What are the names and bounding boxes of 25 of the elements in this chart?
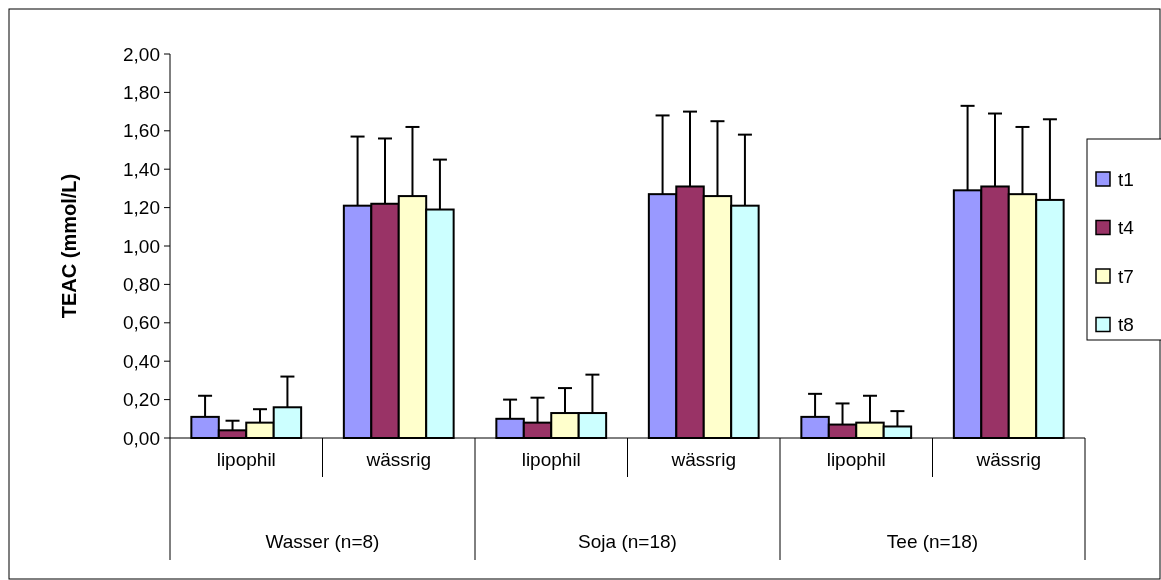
y-tick-label: 0,20: [123, 389, 160, 411]
legend-label: t4: [1118, 217, 1135, 239]
legend-label: t1: [1118, 168, 1134, 190]
x-tick-label: lipophil: [521, 449, 581, 470]
y-tick-label: 0,00: [123, 427, 160, 449]
legend-label: t8: [1118, 314, 1134, 336]
text: Wasser (n=8): [265, 531, 380, 552]
y-tick-label: 0,80: [123, 274, 160, 296]
y-tick-label: 1,00: [123, 235, 160, 257]
y-tick-label: 1,40: [123, 158, 160, 180]
text: Tee (n=18): [886, 531, 979, 552]
y-tick-label: 2,00: [123, 43, 160, 65]
x-tick-label: lipophil: [216, 449, 276, 470]
text: Soja (n=18): [578, 531, 677, 552]
y-tick-label: 0,60: [123, 312, 160, 334]
legend-label: t7: [1118, 265, 1134, 287]
x-tick-label: wässrig: [365, 449, 431, 470]
y-tick-label: 0,40: [123, 350, 160, 372]
y-tick-label: 1,60: [123, 120, 160, 142]
x-tick-label: wässrig: [670, 449, 736, 470]
y-axis-title: TEAC (mmol/L): [58, 173, 80, 319]
x-tick-label: wässrig: [975, 449, 1041, 470]
y-tick-label: 1,80: [123, 82, 160, 104]
x-tick-label: lipophil: [826, 449, 886, 470]
y-tick-label: 1,20: [123, 197, 160, 219]
